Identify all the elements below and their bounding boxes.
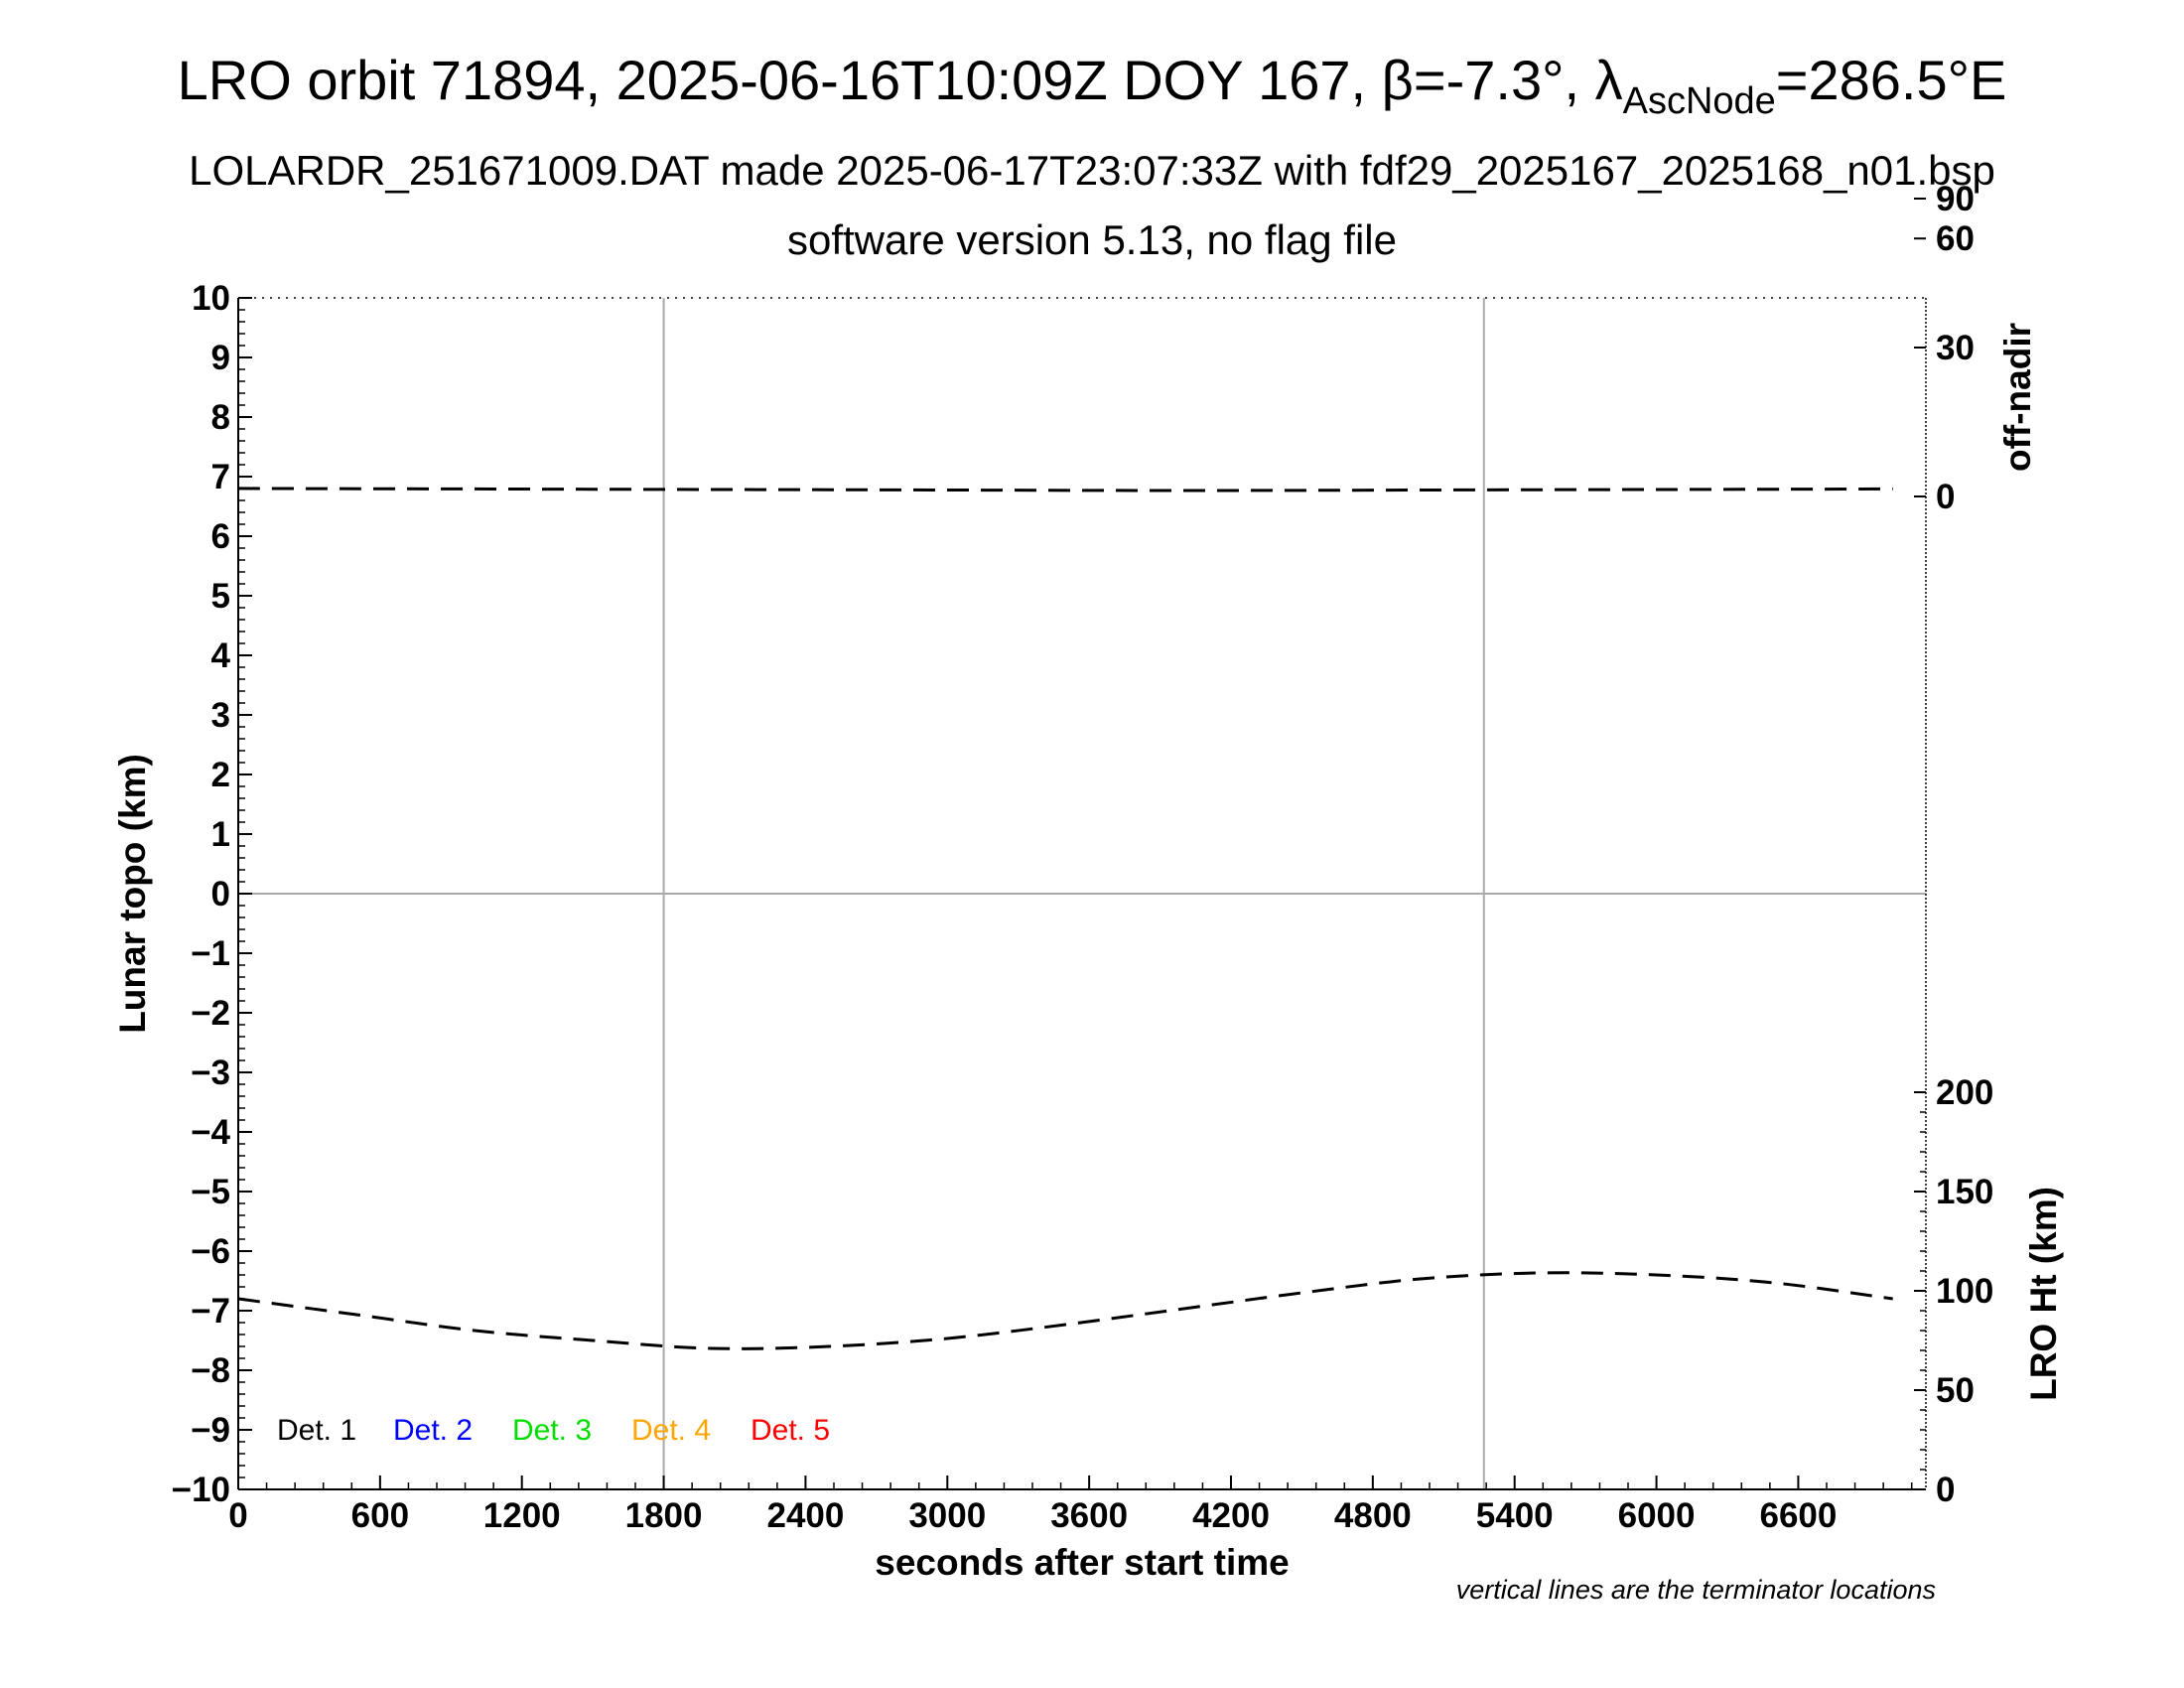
series-layer [237, 487, 1893, 1350]
x-tick-label: 6000 [1618, 1496, 1696, 1535]
legend-det-1: Det. 1 [277, 1414, 356, 1447]
x-tick-label: 6600 [1759, 1496, 1837, 1535]
off-nadir-tick-label: 90 [1936, 180, 1975, 218]
y-tick-label: −4 [191, 1113, 230, 1152]
off-nadir-tick-label: 0 [1936, 478, 1955, 516]
y-tick-label: −6 [191, 1232, 230, 1271]
y-tick-label: 2 [211, 756, 230, 794]
x-tick-label: 0 [228, 1496, 247, 1535]
x-tick-label: 4200 [1192, 1496, 1270, 1535]
off-nadir-tick-label: 30 [1936, 329, 1975, 367]
x-tick-label: 5400 [1476, 1496, 1554, 1535]
x-tick-label: 600 [351, 1496, 409, 1535]
lro-ht-axis-label: LRO Ht (km) [2023, 1187, 2064, 1401]
title-beta: β=-7.3°, [1381, 49, 1595, 111]
y-tick-label: −5 [191, 1173, 230, 1211]
y-tick-label: −2 [191, 994, 230, 1033]
x-tick-label: 1800 [625, 1496, 703, 1535]
y-tick-label: −9 [191, 1411, 230, 1450]
y-tick-label: 3 [211, 696, 230, 735]
y-tick-label: −10 [172, 1471, 230, 1509]
y-tick-label: 0 [211, 875, 230, 914]
title-lambda: λ [1594, 49, 1623, 111]
y-tick-label: −8 [191, 1351, 230, 1390]
x-tick-label: 3600 [1050, 1496, 1128, 1535]
terminator-note: vertical lines are the terminator locati… [1456, 1575, 1936, 1605]
x-tick-label: 2400 [766, 1496, 844, 1535]
lro-ht-tick-label: 0 [1936, 1471, 1955, 1509]
legend-det-3: Det. 3 [512, 1414, 592, 1447]
x-tick-label: 3000 [908, 1496, 986, 1535]
y-tick-label: −1 [191, 934, 230, 973]
x-tick-label: 1200 [483, 1496, 561, 1535]
y-tick-label: −7 [191, 1292, 230, 1331]
y-tick-label: −3 [191, 1054, 230, 1092]
y-tick-label: 4 [211, 636, 231, 675]
lro-ht-tick-label: 100 [1936, 1272, 1993, 1311]
title-lambda-value: =286.5°E [1775, 49, 2007, 111]
title-lambda-sub: AscNode [1622, 80, 1776, 122]
y-axis-label: Lunar topo (km) [112, 754, 153, 1034]
y-tick-label: 9 [211, 339, 230, 377]
y-tick-label: 6 [211, 517, 230, 556]
legend-det-5: Det. 5 [751, 1414, 830, 1447]
y-tick-label: 8 [211, 398, 230, 437]
y-tick-label: 5 [211, 577, 230, 616]
lro-ht-tick-label: 50 [1936, 1371, 1975, 1410]
title-prefix: LRO orbit 71894, 2025-06-16T10:09Z DOY 1… [177, 49, 1382, 111]
lro-height-line [237, 1271, 1893, 1350]
chart-title: LRO orbit 71894, 2025-06-16T10:09Z DOY 1… [0, 48, 2184, 123]
off-nadir-axis-label: off-nadir [1997, 323, 2038, 472]
lro-ht-tick-label: 200 [1936, 1073, 1993, 1112]
legend-det-2: Det. 2 [393, 1414, 473, 1447]
lro-ht-tick-label: 150 [1936, 1173, 1993, 1211]
y-tick-label: 7 [211, 458, 230, 496]
x-tick-label: 4800 [1334, 1496, 1412, 1535]
grid-layer [238, 298, 1926, 1489]
chart-subtitle-file: LOLARDR_251671009.DAT made 2025-06-17T23… [189, 147, 1995, 194]
y-tick-label: 1 [211, 815, 230, 854]
x-axis-label: seconds after start time [875, 1542, 1289, 1583]
legend-det-4: Det. 4 [631, 1414, 711, 1447]
y-tick-label: 10 [192, 279, 230, 318]
chart-subtitle-version: software version 5.13, no flag file [786, 216, 1397, 263]
off-nadir-line [237, 487, 1893, 492]
off-nadir-tick-label: 60 [1936, 219, 1975, 258]
